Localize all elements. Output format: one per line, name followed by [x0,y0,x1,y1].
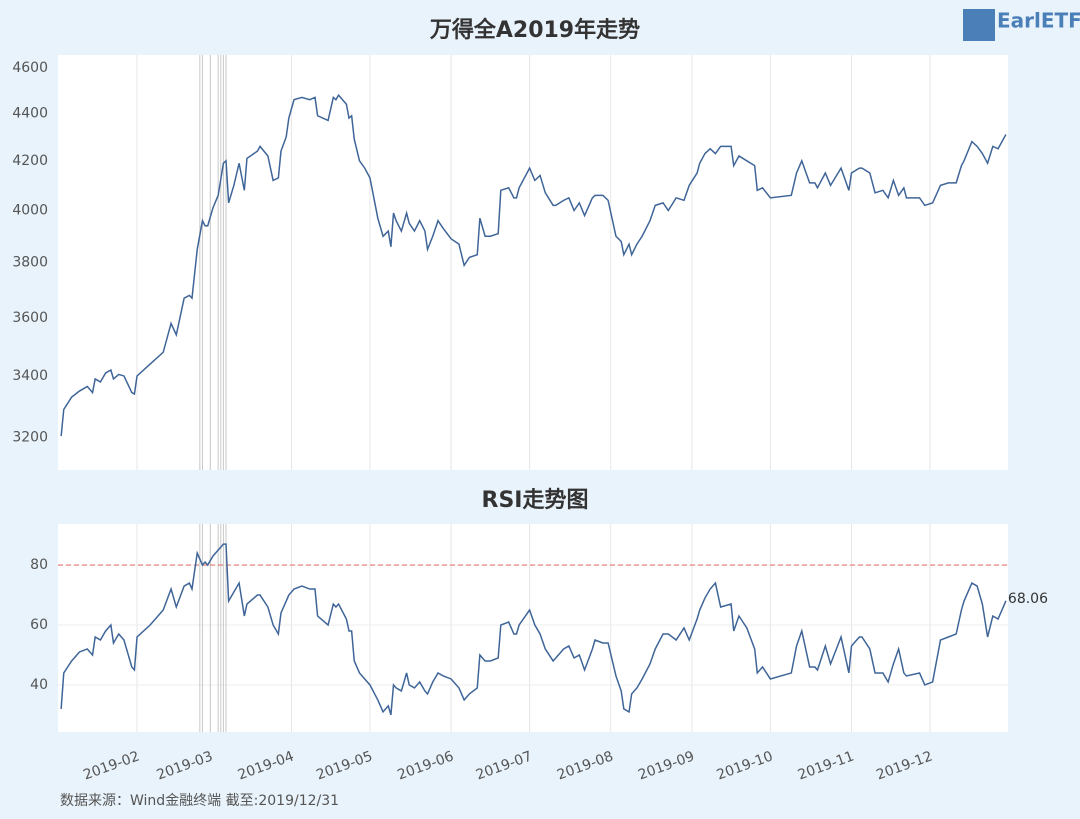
y-tick-label: 4600 [12,60,48,76]
y-tick-label: 3400 [12,368,48,384]
chart-title: RSI走势图 [482,487,589,513]
y-tick-label: 4000 [12,202,48,218]
y-tick-label: 40 [30,677,48,693]
y-tick-label: 4400 [12,105,48,121]
last-value-label: 68.06 [1008,591,1048,607]
source-note: 数据来源：Wind金融终端 截至:2019/12/31 [60,793,339,809]
line-series [60,543,1007,716]
y-tick-label: 4200 [12,153,48,169]
y-tick-label: 3200 [12,430,48,446]
plot-area [58,55,1008,470]
y-tick-label: 60 [30,617,48,633]
line-series [60,93,1007,437]
logo: EarlETF [997,9,1080,33]
plot-area [58,524,1008,732]
y-tick-label: 3800 [12,255,48,271]
y-tick-label: 80 [30,557,48,573]
logo-icon [963,9,995,41]
y-tick-label: 3600 [12,310,48,326]
chart-title: 万得全A2019年走势 [429,17,640,43]
